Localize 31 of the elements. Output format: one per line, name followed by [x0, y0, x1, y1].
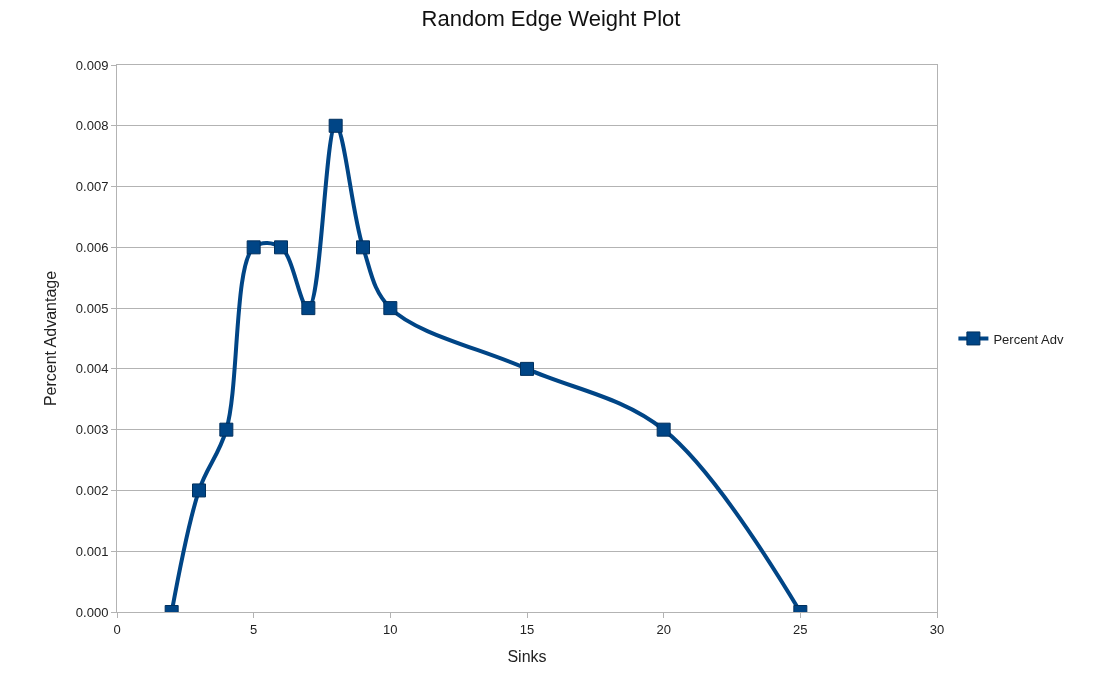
y-tick-label: 0.005 — [75, 300, 109, 316]
x-tick-label: 10 — [383, 621, 398, 637]
y-tick-label: 0.001 — [75, 543, 109, 559]
point — [192, 483, 206, 498]
y-tick-label: 0.004 — [75, 361, 109, 377]
point — [656, 422, 671, 437]
x-tick-label: 25 — [793, 621, 808, 637]
y-tick-label: 0.006 — [75, 239, 109, 255]
point — [328, 118, 343, 133]
point — [301, 301, 316, 316]
y-tick-label: 0.007 — [75, 179, 109, 195]
x-tick-label: 15 — [519, 621, 535, 637]
point — [219, 422, 234, 437]
point — [246, 240, 261, 255]
chart-title: Random Edge Weight Plot — [421, 5, 681, 31]
x-tick-label: 30 — [929, 621, 945, 637]
x-tick-label: 0 — [113, 621, 121, 637]
y-tick-label: 0.008 — [75, 118, 109, 134]
point — [520, 361, 534, 376]
y-tick-label: 0.003 — [75, 422, 109, 438]
legend-label: Percent Adv — [993, 331, 1064, 347]
point — [356, 240, 370, 255]
y-tick-label: 0.000 — [75, 604, 109, 620]
y-axis-title: Percent Advantage — [41, 270, 59, 407]
x-tick-label: 5 — [250, 621, 258, 637]
point — [383, 301, 398, 316]
y-tick-label: 0.002 — [75, 482, 109, 498]
y-tick-label: 0.009 — [75, 57, 109, 73]
x-axis-title: Sinks — [507, 648, 547, 666]
point — [274, 240, 288, 255]
x-tick-label: 20 — [656, 621, 671, 637]
